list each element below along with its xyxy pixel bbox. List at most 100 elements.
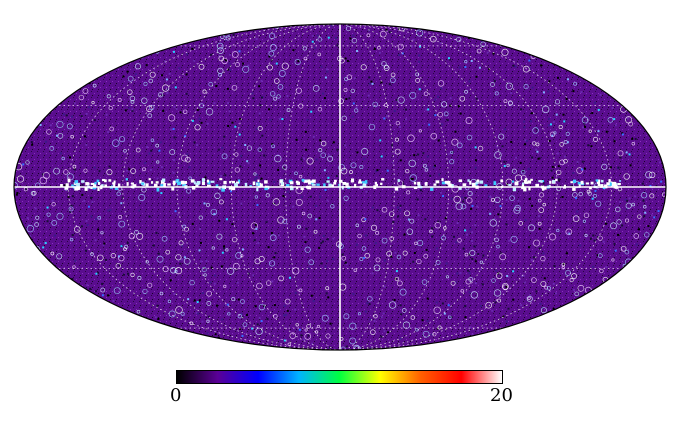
point-source: [26, 76, 34, 85]
noise-speckle: [220, 265, 223, 268]
point-source: [401, 308, 407, 313]
noise-speckle: [209, 281, 212, 284]
plane-source: [201, 178, 205, 183]
plane-source: [150, 181, 154, 184]
noise-speckle: [621, 132, 624, 135]
noise-speckle: [93, 312, 96, 315]
plane-source: [512, 187, 517, 192]
noise-speckle: [391, 144, 394, 147]
noise-speckle: [352, 293, 355, 296]
point-source: [434, 221, 442, 229]
noise-speckle: [515, 156, 518, 159]
bright-pixel: [226, 303, 229, 306]
noise-speckle: [88, 324, 91, 327]
noise-speckle: [492, 335, 495, 338]
noise-speckle: [368, 76, 371, 79]
point-source: [58, 309, 67, 318]
noise-speckle: [524, 342, 527, 345]
bright-pixel: [120, 245, 123, 248]
noise-speckle: [335, 174, 338, 177]
point-source: [174, 267, 183, 275]
plane-source: [96, 179, 100, 183]
noise-speckle: [273, 256, 276, 259]
noise-speckle: [589, 237, 592, 240]
noise-speckle: [474, 159, 477, 162]
noise-speckle: [327, 154, 330, 157]
plane-source: [555, 178, 558, 182]
noise-speckle: [35, 262, 38, 265]
plane-source: [180, 180, 185, 184]
noise-speckle: [486, 51, 489, 54]
bright-pixel: [553, 344, 556, 347]
point-source: [308, 259, 315, 266]
point-source: [120, 24, 127, 30]
point-source: [254, 195, 259, 199]
point-source: [169, 149, 176, 156]
noise-speckle: [594, 303, 597, 306]
bright-pixel: [323, 169, 326, 172]
point-source: [250, 222, 258, 230]
noise-speckle: [89, 305, 92, 308]
point-source: [75, 65, 81, 71]
point-source: [494, 151, 502, 159]
noise-speckle: [188, 166, 191, 169]
point-source: [269, 234, 277, 242]
noise-speckle: [305, 148, 308, 151]
noise-speckle: [565, 252, 568, 255]
noise-speckle: [548, 80, 551, 83]
colorbar-min-label: 0: [170, 385, 182, 406]
bright-pixel: [92, 327, 95, 330]
noise-speckle: [590, 145, 593, 148]
noise-speckle: [553, 319, 556, 322]
point-source: [234, 152, 239, 157]
plane-source: [474, 183, 478, 186]
noise-speckle: [265, 220, 268, 223]
noise-speckle: [495, 269, 498, 272]
noise-speckle: [15, 193, 18, 196]
point-source: [607, 116, 614, 123]
noise-speckle: [452, 235, 455, 238]
point-source: [168, 114, 176, 122]
noise-speckle: [592, 265, 595, 268]
noise-speckle: [617, 166, 620, 169]
noise-speckle: [24, 232, 27, 235]
point-source: [450, 150, 454, 154]
noise-speckle: [198, 117, 201, 120]
point-source: [294, 171, 298, 176]
noise-speckle: [252, 97, 255, 100]
point-source: [56, 253, 63, 260]
plane-source: [334, 179, 337, 183]
noise-speckle: [186, 53, 189, 56]
point-source: [25, 160, 30, 165]
noise-speckle: [184, 39, 187, 42]
point-source: [443, 111, 449, 117]
noise-speckle: [201, 320, 204, 323]
point-source: [257, 125, 263, 131]
point-source: [394, 148, 401, 155]
plane-source: [433, 183, 437, 186]
bright-pixel: [165, 78, 168, 81]
noise-speckle: [643, 215, 646, 218]
point-source: [581, 316, 589, 324]
plane-source: [617, 182, 621, 186]
bright-pixel: [118, 35, 121, 38]
point-source: [72, 329, 76, 333]
plane-source: [326, 180, 330, 183]
noise-speckle: [329, 322, 332, 325]
plane-source: [145, 183, 149, 187]
noise-speckle: [155, 231, 158, 234]
point-source: [306, 324, 311, 329]
noise-speckle: [561, 344, 564, 347]
noise-speckle: [278, 118, 281, 121]
plane-source: [521, 182, 525, 186]
plane-source: [362, 184, 366, 187]
noise-speckle: [497, 213, 500, 216]
noise-speckle: [543, 277, 546, 280]
bright-pixel: [555, 113, 558, 116]
point-source: [447, 315, 452, 320]
plane-source: [94, 181, 97, 185]
noise-speckle: [62, 113, 65, 116]
noise-speckle: [611, 53, 614, 56]
point-source: [28, 33, 34, 39]
bright-pixel: [56, 134, 59, 137]
